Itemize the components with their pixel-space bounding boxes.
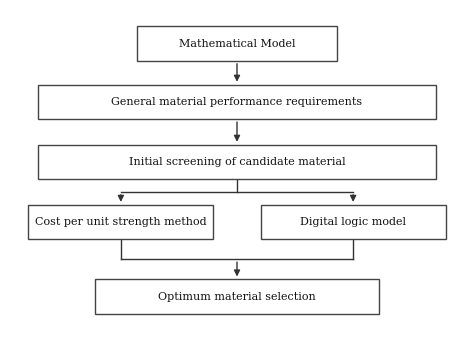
Text: Cost per unit strength method: Cost per unit strength method bbox=[35, 217, 207, 227]
Text: General material performance requirements: General material performance requirement… bbox=[111, 97, 363, 107]
FancyBboxPatch shape bbox=[137, 26, 337, 61]
FancyBboxPatch shape bbox=[95, 280, 379, 314]
Text: Initial screening of candidate material: Initial screening of candidate material bbox=[128, 157, 346, 167]
FancyBboxPatch shape bbox=[38, 145, 436, 179]
Text: Mathematical Model: Mathematical Model bbox=[179, 39, 295, 49]
FancyBboxPatch shape bbox=[38, 84, 436, 119]
FancyBboxPatch shape bbox=[261, 205, 446, 240]
FancyBboxPatch shape bbox=[28, 205, 213, 240]
Text: Optimum material selection: Optimum material selection bbox=[158, 292, 316, 302]
Text: Digital logic model: Digital logic model bbox=[300, 217, 406, 227]
